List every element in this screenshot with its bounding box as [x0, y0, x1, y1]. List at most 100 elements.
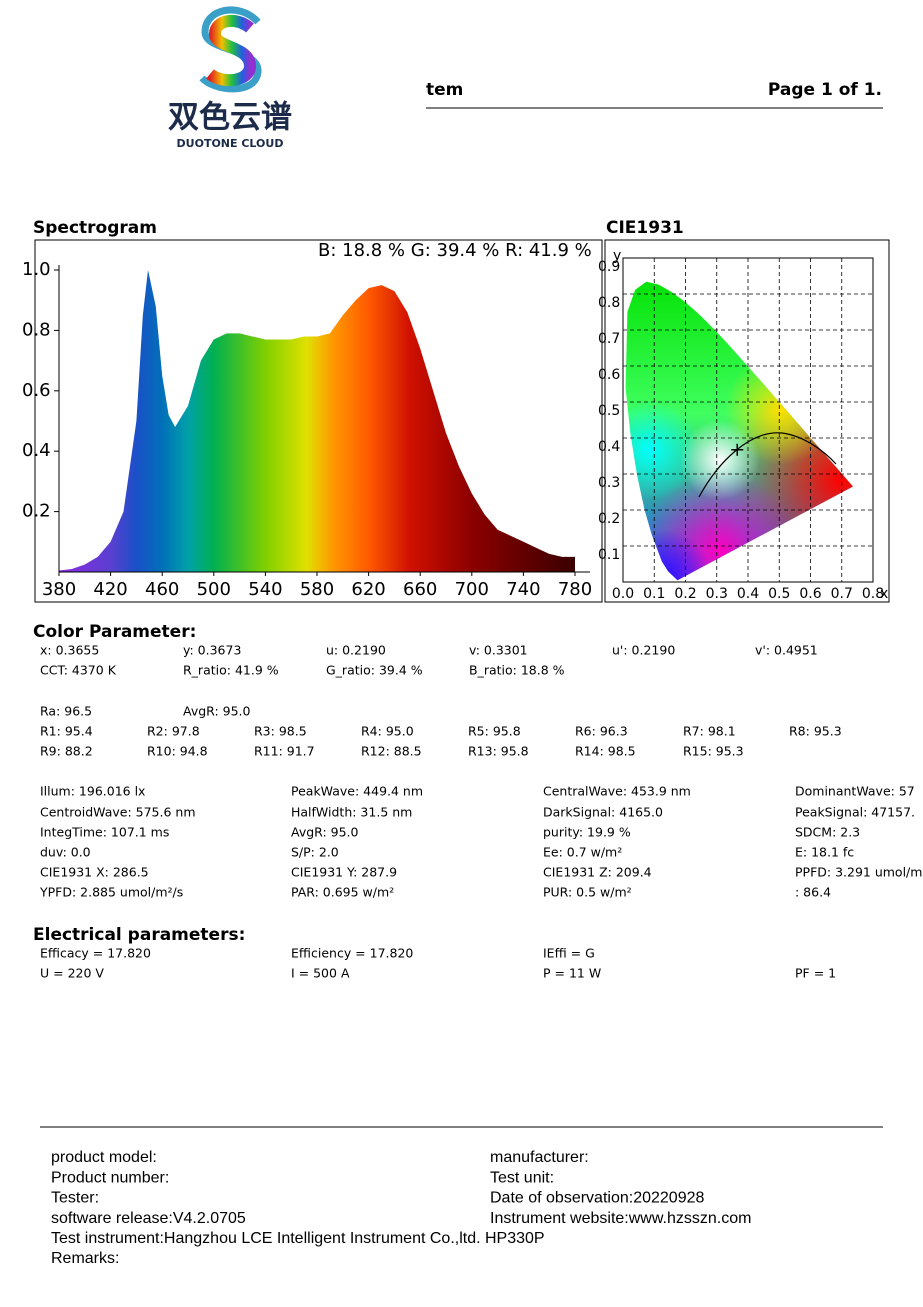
parameter: purity: 19.9 % — [543, 825, 631, 840]
footer-field: Tester: — [51, 1190, 99, 1207]
parameter: R13: 95.8 — [468, 744, 529, 759]
parameter: CIE1931 X: 286.5 — [40, 865, 149, 880]
footer-field: Test instrument:Hangzhou LCE Intelligent… — [51, 1230, 545, 1247]
parameter: AvgR: 95.0 — [291, 825, 359, 840]
parameter: CentralWave: 453.9 nm — [543, 784, 691, 799]
x-tick-label: 0.0 — [612, 586, 634, 602]
parameter: AvgR: 95.0 — [183, 704, 251, 719]
parameter: R15: 95.3 — [683, 744, 744, 759]
chart-subtitle: B: 18.8 % G: 39.4 % R: 41.9 % — [318, 240, 592, 261]
parameter: P = 11 W — [543, 966, 601, 981]
x-tick-label: 0.2 — [674, 586, 696, 602]
x-tick-label: 740 — [506, 579, 540, 600]
parameter: R10: 94.8 — [147, 744, 208, 759]
footer-field: Test unit: — [490, 1169, 554, 1186]
parameter: DarkSignal: 4165.0 — [543, 805, 663, 820]
parameter: PF = 1 — [795, 966, 836, 981]
parameter: v': 0.4951 — [755, 643, 818, 658]
parameter: CIE1931 Y: 287.9 — [291, 865, 397, 880]
chart-title: CIE1931 — [606, 218, 684, 238]
parameter: R2: 97.8 — [147, 724, 200, 739]
parameter: Ee: 0.7 w/m² — [543, 845, 622, 860]
spectrum-area — [59, 270, 575, 572]
x-tick-label: 380 — [42, 579, 76, 600]
x-tick-label: 700 — [455, 579, 489, 600]
x-tick-label: 540 — [248, 579, 282, 600]
parameter: Efficiency = 17.820 — [291, 946, 413, 961]
y-tick-label: 0.9 — [598, 259, 620, 275]
parameter: CCT: 4370 K — [40, 663, 117, 678]
parameter: S/P: 2.0 — [291, 845, 339, 860]
y-tick-label: 0.3 — [598, 475, 620, 491]
parameter: R11: 91.7 — [254, 744, 315, 759]
parameter: Illum: 196.016 lx — [40, 784, 145, 799]
footer-field: product model: — [51, 1149, 157, 1166]
x-tick-label: 0.3 — [706, 586, 728, 602]
y-tick-label: 0.2 — [598, 511, 620, 527]
parameter: DominantWave: 57 — [795, 784, 915, 799]
x-tick-label: 0.8 — [862, 586, 884, 602]
parameter: G_ratio: 39.4 % — [326, 663, 423, 678]
parameter: duv: 0.0 — [40, 845, 91, 860]
logo-subtext: DUOTONE CLOUD — [177, 137, 284, 150]
x-tick-label: 660 — [403, 579, 437, 600]
x-tick-label: 780 — [558, 579, 592, 600]
spectrogram: 0.2 0.4 0.6 0.8 1.0 380 420 460 500 540 580 620 660 7… — [22, 259, 592, 600]
logo-text: 双色云谱 — [168, 100, 292, 136]
parameter: PeakWave: 449.4 nm — [291, 784, 423, 799]
parameter: B_ratio: 18.8 % — [469, 663, 565, 678]
chromaticity-point — [731, 443, 744, 456]
section-title: Electrical parameters: — [33, 925, 245, 945]
parameter: SDCM: 2.3 — [795, 825, 860, 840]
parameter: R8: 95.3 — [789, 724, 842, 739]
parameter: PUR: 0.5 w/m² — [543, 885, 632, 900]
parameter: R_ratio: 41.9 % — [183, 663, 279, 678]
parameter: R12: 88.5 — [361, 744, 422, 759]
x-tick-label: 580 — [300, 579, 334, 600]
parameter: x: 0.3655 — [40, 643, 99, 658]
x-tick-label: 0.7 — [831, 586, 853, 602]
y-tick-label: 0.5 — [598, 403, 620, 419]
y-tick-label: 0.1 — [598, 547, 620, 563]
x-tick-label: 500 — [197, 579, 231, 600]
y-axis-label: y — [613, 248, 621, 264]
footer-field: software release:V4.2.0705 — [51, 1210, 246, 1227]
parameter: CIE1931 Z: 209.4 — [543, 865, 652, 880]
x-tick-label: 420 — [93, 579, 127, 600]
x-tick-label: 0.4 — [737, 586, 759, 602]
footer-field: Product number: — [51, 1169, 169, 1186]
parameter: Ra: 96.5 — [40, 704, 92, 719]
parameter: HalfWidth: 31.5 nm — [291, 805, 412, 820]
x-axis-label: x — [880, 586, 888, 602]
footer-field: Remarks: — [51, 1250, 119, 1267]
parameter: IntegTime: 107.1 ms — [40, 825, 169, 840]
parameter: u': 0.2190 — [612, 643, 675, 658]
y-tick-label: 0.4 — [598, 439, 620, 455]
y-tick-label: 0.6 — [598, 367, 620, 383]
parameter: I = 500 A — [291, 966, 350, 981]
parameter: IEffi = G — [543, 946, 595, 961]
parameter: PeakSignal: 47157. — [795, 805, 915, 820]
y-tick-label: 0.7 — [598, 331, 620, 347]
parameter: R5: 95.8 — [468, 724, 521, 739]
parameter: CentroidWave: 575.6 nm — [40, 805, 196, 820]
parameter: PPFD: 3.291 umol/m — [795, 865, 922, 880]
chart-title: Spectrogram — [33, 218, 157, 238]
parameter: YPFD: 2.885 umol/m²/s — [39, 885, 183, 900]
y-tick-label: 0.4 — [22, 440, 51, 461]
parameter: U = 220 V — [40, 966, 104, 981]
x-tick-label: 0.5 — [768, 586, 790, 602]
section-title: Color Parameter: — [33, 622, 196, 642]
x-tick-label: 460 — [145, 579, 179, 600]
parameter: E: 18.1 fc — [795, 845, 854, 860]
footer-field: Date of observation:20220928 — [490, 1190, 704, 1207]
y-tick-label: 0.8 — [598, 295, 620, 311]
cie-diagram: 0.0 0.1 0.2 0.3 0.4 0.5 0.6 0.7 0.8 0.1 0.2 0.3 0.4 0… — [598, 248, 888, 602]
x-tick-label: 620 — [351, 579, 385, 600]
parameter: v: 0.3301 — [469, 643, 528, 658]
page-number: Page 1 of 1. — [768, 80, 882, 100]
parameter: u: 0.2190 — [326, 643, 386, 658]
y-tick-label: 0.2 — [22, 501, 51, 522]
